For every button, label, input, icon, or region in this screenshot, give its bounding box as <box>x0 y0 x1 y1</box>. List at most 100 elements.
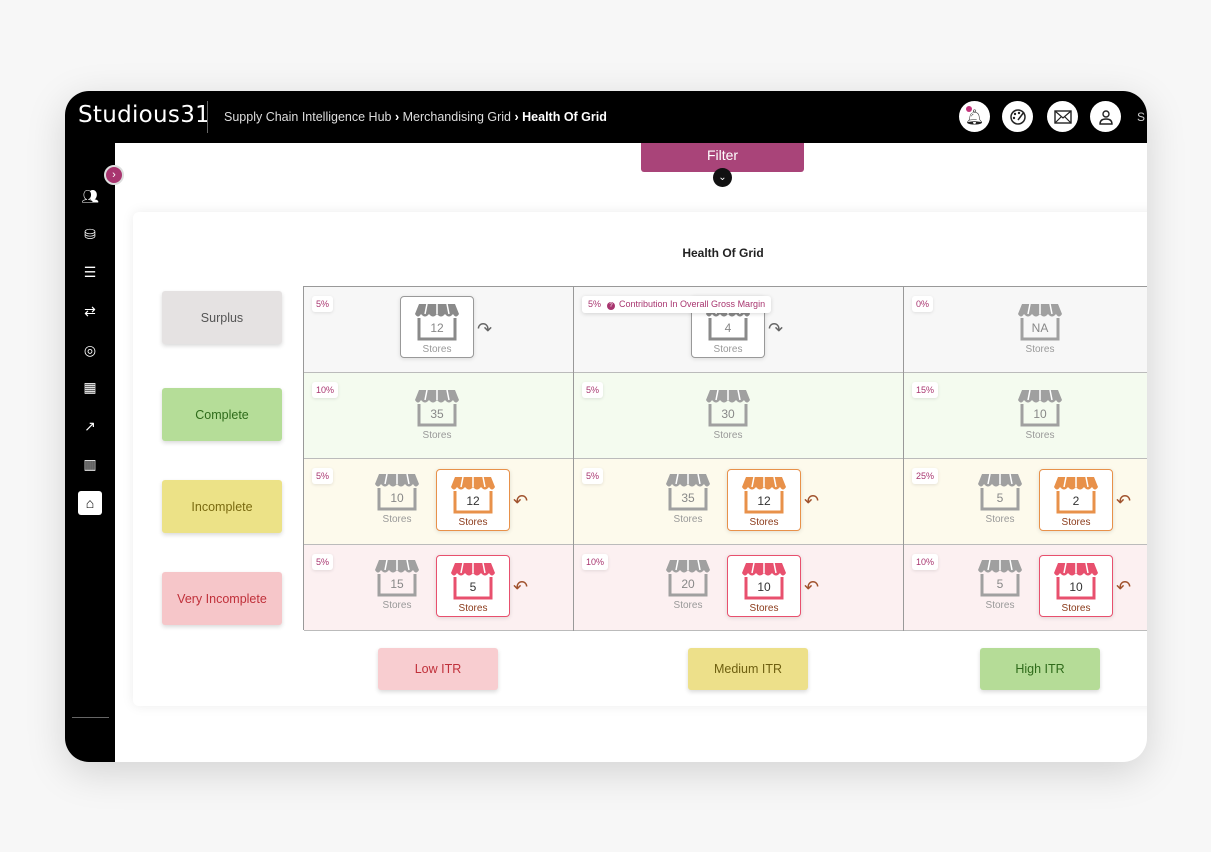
store-count-tile[interactable]: 5 Stores <box>963 553 1037 615</box>
store-label: Stores <box>382 514 412 525</box>
health-grid: 5% 12 Stores ↷ 5% 4 Stores ↷ 5%?Contribution In … <box>303 286 1147 631</box>
store-count: 30 <box>721 407 735 421</box>
store-count-tile[interactable]: 10 Stores <box>727 555 801 617</box>
store-icon <box>451 476 495 514</box>
transfer-icon: ⇄ <box>84 302 96 319</box>
sidebar-item-store[interactable]: ⌂ <box>78 491 102 515</box>
tooltip-text: Contribution In Overall Gross Margin <box>619 299 766 309</box>
grid-cell[interactable]: 5% 10 Stores 12 Stores ↶ <box>304 459 574 545</box>
move-arrow-icon: ↷ <box>768 319 784 339</box>
store-count: 10 <box>757 580 771 594</box>
grid-cell[interactable]: 0% NA Stores <box>904 287 1147 373</box>
breadcrumb-item[interactable]: Merchandising Grid <box>402 110 511 124</box>
sidebar-item-database[interactable]: ⛁ <box>78 222 102 246</box>
grid-cell[interactable]: 25% 5 Stores 2 Stores ↶ <box>904 459 1147 545</box>
user-name[interactable]: S <box>1137 110 1146 124</box>
store-label: Stores <box>673 514 703 525</box>
store-icon <box>978 473 1022 511</box>
sidebar-item-users[interactable]: 👥︎ <box>78 184 102 208</box>
store-icon <box>742 476 786 514</box>
store-count-tile[interactable]: 5 Stores <box>436 555 510 617</box>
column-label-low-itr[interactable]: Low ITR <box>378 648 498 690</box>
store-label: Stores <box>713 430 743 441</box>
gross-margin-percent: 15% <box>912 382 939 398</box>
store-icon <box>1018 303 1062 341</box>
sidebar-toggle-button[interactable]: › <box>104 165 124 185</box>
sidebar-item-grid[interactable]: ▦ <box>78 375 102 399</box>
chevron-down-icon: ⌄ <box>718 172 727 183</box>
store-count-tile[interactable]: 2 Stores <box>1039 469 1113 531</box>
store-count: 2 <box>1072 494 1080 508</box>
filter-button[interactable]: Filter <box>641 143 804 172</box>
store-count-tile[interactable]: 12 Stores <box>400 296 474 358</box>
grid-cell[interactable]: 10% 35 Stores <box>304 373 574 459</box>
store-count-tile[interactable]: 35 Stores <box>651 467 725 529</box>
store-count-tile[interactable]: 10 Stores <box>1003 383 1077 445</box>
store-count-tile[interactable]: 15 Stores <box>360 553 434 615</box>
grid-cell[interactable]: 5% 12 Stores ↷ <box>304 287 574 373</box>
grid-cell[interactable]: 5% 15 Stores 5 Stores ↶ <box>304 545 574 631</box>
app-window: Studious31 Supply Chain Intelligence Hub… <box>65 91 1147 762</box>
column-label-high-itr[interactable]: High ITR <box>980 648 1100 690</box>
grid-cell[interactable]: 5% 30 Stores <box>574 373 904 459</box>
store-label: Stores <box>985 600 1015 611</box>
store-icon <box>415 303 459 341</box>
store-icon <box>666 559 710 597</box>
profile-button[interactable] <box>1090 101 1121 132</box>
move-arrow-icon: ↶ <box>513 491 529 511</box>
gross-margin-percent: 10% <box>312 382 339 398</box>
theme-button[interactable] <box>1002 101 1033 132</box>
top-header: Studious31 Supply Chain Intelligence Hub… <box>65 91 1147 143</box>
grid-cell[interactable]: 5% 35 Stores 12 Stores ↶ <box>574 459 904 545</box>
messages-button[interactable] <box>1047 101 1078 132</box>
bar-chart-icon: ▥ <box>83 455 97 472</box>
store-count: 10 <box>1069 580 1083 594</box>
store-count-tile[interactable]: 20 Stores <box>651 553 725 615</box>
grid-cell[interactable]: 15% 10 Stores <box>904 373 1147 459</box>
move-arrow-icon: ↶ <box>804 491 820 511</box>
column-label-medium-itr[interactable]: Medium ITR <box>688 648 808 690</box>
row-label-surplus[interactable]: Surplus <box>162 291 282 344</box>
grid-cell[interactable]: 5% 4 Stores ↷ 5%?Contribution In Overall Gro… <box>574 287 904 373</box>
row-label-complete[interactable]: Complete <box>162 388 282 441</box>
store-label: Stores <box>1061 603 1091 614</box>
sidebar-item-list[interactable]: ☰ <box>78 260 102 284</box>
store-count-tile[interactable]: NA Stores <box>1003 297 1077 359</box>
store-label: Stores <box>458 603 488 614</box>
grid-row-incomplete: 5% 10 Stores 12 Stores ↶ 5% 35 Stores 12 Stores ↶ 25… <box>304 459 1147 545</box>
store-count-tile[interactable]: 30 Stores <box>691 383 765 445</box>
sidebar-item-chart-line[interactable]: ↗ <box>78 414 102 438</box>
sidebar-item-box[interactable]: ◎ <box>78 338 102 362</box>
store-count: 5 <box>996 491 1004 505</box>
store-count-tile[interactable]: 5 Stores <box>963 467 1037 529</box>
store-label: Stores <box>713 344 743 355</box>
notifications-button[interactable]: 🔔︎ <box>959 101 990 132</box>
row-label-very-incomplete[interactable]: Very Incomplete <box>162 572 282 625</box>
store-count-tile[interactable]: 10 Stores <box>360 467 434 529</box>
store-label: Stores <box>422 344 452 355</box>
store-count-tile[interactable]: 12 Stores <box>727 469 801 531</box>
grid-row-very-incomplete: 5% 15 Stores 5 Stores ↶ 10% 20 Stores 10 Stores ↶ 10… <box>304 545 1147 631</box>
store-count-tile[interactable]: 12 Stores <box>436 469 510 531</box>
gross-margin-percent: 5% <box>312 296 334 312</box>
store-icon <box>978 559 1022 597</box>
health-of-grid-card: Health Of Grid Surplus Complete Incomplete… <box>133 212 1147 706</box>
grid-cell[interactable]: 10% 20 Stores 10 Stores ↶ <box>574 545 904 631</box>
palette-icon <box>1009 108 1026 125</box>
store-count-tile[interactable]: 10 Stores <box>1039 555 1113 617</box>
sidebar-item-bar-chart[interactable]: ▥ <box>78 452 102 476</box>
grid-row-surplus: 5% 12 Stores ↷ 5% 4 Stores ↷ 5%?Contribution In … <box>304 287 1147 373</box>
breadcrumb-item[interactable]: Supply Chain Intelligence Hub <box>224 110 392 124</box>
grid-cell[interactable]: 10% 5 Stores 10 Stores ↶ <box>904 545 1147 631</box>
store-count-tile[interactable]: 35 Stores <box>400 383 474 445</box>
sidebar-item-transfer[interactable]: ⇄ <box>78 299 102 323</box>
row-label-incomplete[interactable]: Incomplete <box>162 480 282 533</box>
divider <box>72 717 109 718</box>
filter-expand-button[interactable]: ⌄ <box>713 168 732 187</box>
tooltip: 5%? Contribution In Overall Gross Margin <box>582 296 772 313</box>
store-count: 12 <box>757 494 771 508</box>
gross-margin-percent: 10% <box>912 554 939 570</box>
move-arrow-icon: ↷ <box>477 319 493 339</box>
logo: Studious31 <box>78 102 211 128</box>
move-arrow-icon: ↶ <box>513 577 529 597</box>
